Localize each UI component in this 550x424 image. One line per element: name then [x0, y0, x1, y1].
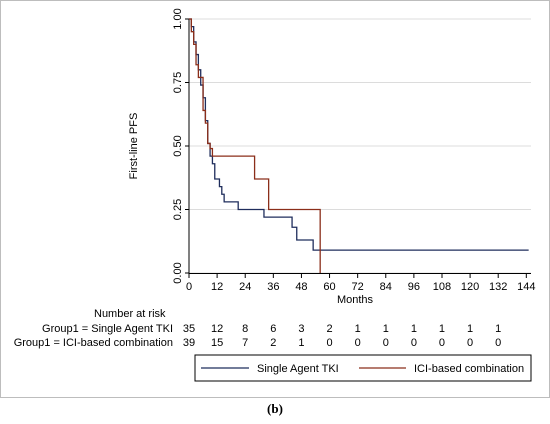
figure-frame: 0.00 0.25 0.50 0.75 1.00 0 12 24 36 48 60 72 84 96 108… [0, 0, 550, 398]
x-tick-label-7: 84 [380, 281, 392, 293]
risk-count-0-8: 1 [411, 323, 417, 335]
x-tick-label-1: 12 [211, 281, 223, 293]
risk-count-1-7: 0 [383, 337, 389, 349]
risk-count-0-9: 1 [439, 323, 445, 335]
risk-count-1-9: 0 [439, 337, 445, 349]
series-line-1 [189, 18, 321, 273]
risk-count-0-4: 3 [298, 323, 304, 335]
risk-count-1-5: 0 [326, 337, 332, 349]
risk-count-0-11: 1 [495, 323, 501, 335]
risk-count-1-3: 2 [270, 337, 276, 349]
y-axis-title: First-line PFS [128, 113, 140, 180]
risk-count-1-6: 0 [355, 337, 361, 349]
risk-table-title: Number at risk [94, 308, 166, 320]
risk-count-0-2: 8 [242, 323, 248, 335]
x-tick-label-10: 120 [461, 281, 479, 293]
y-tick-label-0: 0.00 [172, 262, 184, 283]
risk-count-0-0: 35 [183, 323, 195, 335]
x-tick-label-3: 36 [267, 281, 279, 293]
risk-count-0-6: 1 [355, 323, 361, 335]
x-tick-label-11: 132 [489, 281, 507, 293]
legend-label-1: ICI-based combination [414, 363, 524, 375]
x-tick-label-8: 96 [408, 281, 420, 293]
risk-count-1-0: 39 [183, 337, 195, 349]
risk-count-1-2: 7 [242, 337, 248, 349]
x-tick-label-5: 60 [323, 281, 335, 293]
x-axis-title: Months [337, 294, 374, 306]
risk-count-0-5: 2 [326, 323, 332, 335]
risk-count-1-10: 0 [467, 337, 473, 349]
risk-row-label-1: Group1 = ICI-based combination [14, 337, 173, 349]
risk-count-1-8: 0 [411, 337, 417, 349]
series-line-0 [189, 18, 529, 251]
x-tick-label-0: 0 [186, 281, 192, 293]
risk-count-0-3: 6 [270, 323, 276, 335]
y-tick-label-2: 0.50 [172, 135, 184, 156]
risk-count-0-10: 1 [467, 323, 473, 335]
risk-count-1-11: 0 [495, 337, 501, 349]
x-tick-label-2: 24 [239, 281, 251, 293]
x-tick-label-9: 108 [433, 281, 451, 293]
x-tick-label-6: 72 [352, 281, 364, 293]
risk-count-1-1: 15 [211, 337, 223, 349]
risk-count-0-7: 1 [383, 323, 389, 335]
y-tick-label-1: 0.25 [172, 199, 184, 220]
x-tick-label-4: 48 [295, 281, 307, 293]
x-tick-label-12: 144 [517, 281, 535, 293]
legend-label-0: Single Agent TKI [257, 363, 339, 375]
risk-count-0-1: 12 [211, 323, 223, 335]
km-chart: 0.000.250.500.751.000 12 24 36 48 60 72 84 96 108… [14, 8, 535, 382]
panel-label: (b) [267, 401, 283, 416]
risk-row-label-0: Group1 = Single Agent TKI [42, 323, 173, 335]
y-tick-label-4: 1.00 [172, 8, 184, 29]
y-tick-label-3: 0.75 [172, 72, 184, 93]
risk-count-1-4: 1 [298, 337, 304, 349]
